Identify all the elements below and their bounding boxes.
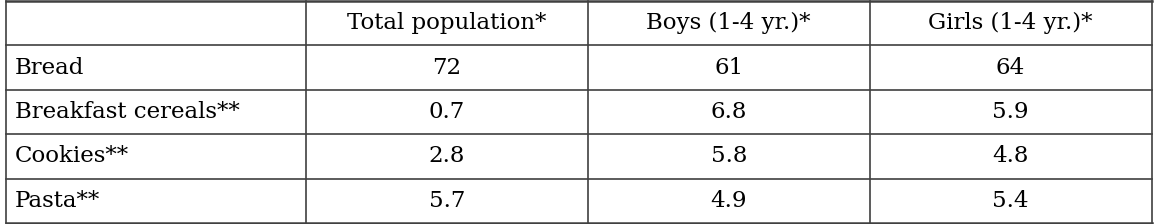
Text: 5.4: 5.4 xyxy=(992,190,1029,212)
Text: Breakfast cereals**: Breakfast cereals** xyxy=(15,101,240,123)
Text: 64: 64 xyxy=(996,57,1026,79)
Text: 61: 61 xyxy=(714,57,744,79)
Text: Bread: Bread xyxy=(15,57,84,79)
Text: Girls (1-4 yr.)*: Girls (1-4 yr.)* xyxy=(929,12,1093,34)
Text: 5.9: 5.9 xyxy=(992,101,1029,123)
Text: 4.9: 4.9 xyxy=(710,190,747,212)
Text: 4.8: 4.8 xyxy=(992,145,1029,167)
Text: Total population*: Total population* xyxy=(348,12,546,34)
Text: Boys (1-4 yr.)*: Boys (1-4 yr.)* xyxy=(647,12,811,34)
Text: 6.8: 6.8 xyxy=(710,101,747,123)
Text: 5.8: 5.8 xyxy=(710,145,747,167)
Text: 0.7: 0.7 xyxy=(429,101,465,123)
Text: 72: 72 xyxy=(432,57,462,79)
Text: 5.7: 5.7 xyxy=(429,190,465,212)
Text: Pasta**: Pasta** xyxy=(15,190,100,212)
Text: 2.8: 2.8 xyxy=(429,145,465,167)
Text: Cookies**: Cookies** xyxy=(15,145,129,167)
